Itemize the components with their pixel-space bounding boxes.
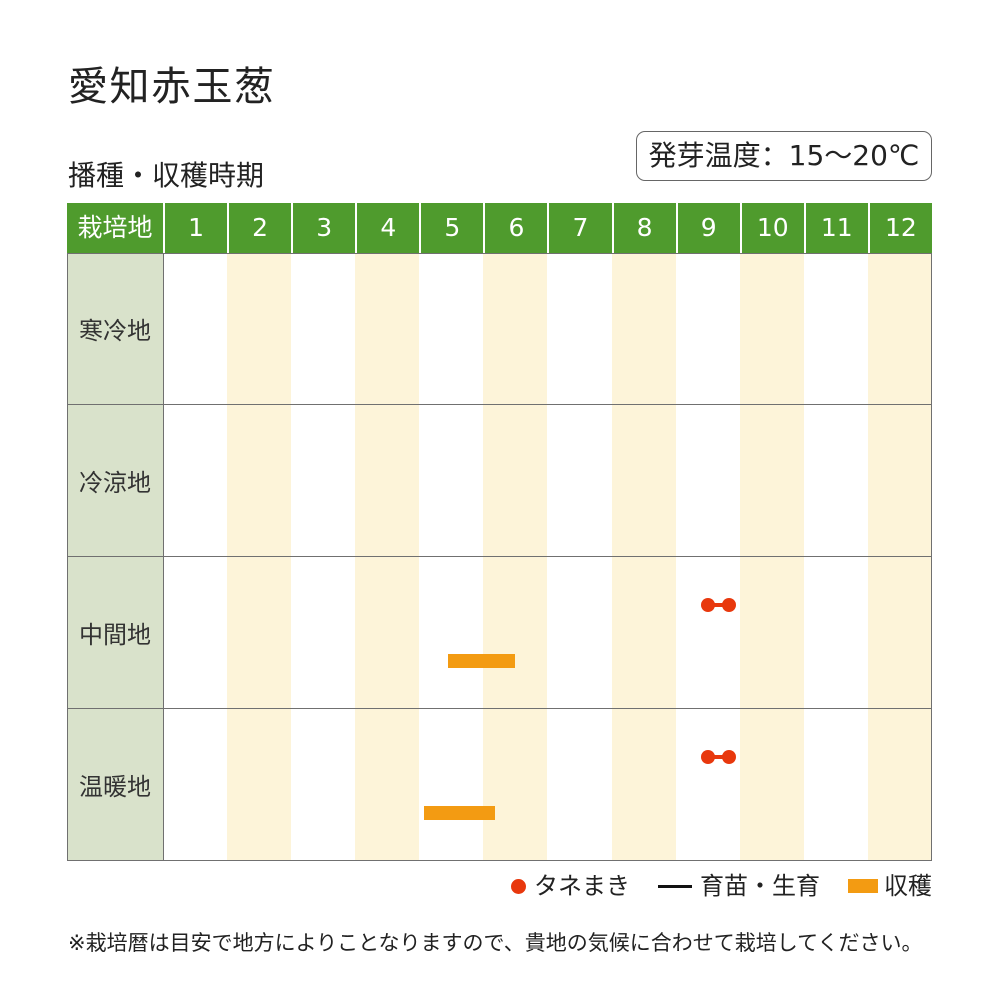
month-column-1: [163, 253, 228, 861]
region-column-divider: [163, 253, 164, 861]
region-row-intermediate: 中間地: [67, 557, 932, 709]
footnote: ※栽培暦は目安で地方によりことなりますので、貴地の気候に合わせて栽培してください…: [68, 931, 923, 955]
region-label-warm: 温暖地: [79, 773, 151, 801]
month-header-10: 10: [739, 203, 804, 253]
month-header-7: 7: [547, 203, 611, 253]
sowing-r3-link: [707, 603, 729, 607]
sowing-r4-start-dot: [700, 750, 715, 764]
calendar-body: 寒冷地 冷涼地 中間地 温暖地: [67, 253, 932, 861]
month-header-9: 9: [675, 203, 740, 253]
legend-item-harvest: 収穫: [848, 871, 932, 901]
legend-sowing-dot-icon: [511, 878, 526, 894]
schedule-marks-layer: [67, 253, 932, 861]
month-header-2: 2: [227, 203, 291, 253]
month-header-4: 4: [355, 203, 419, 253]
sowing-r4-end-dot: [721, 750, 736, 764]
legend: タネまき 育苗・生育 収穫: [511, 871, 932, 901]
sowing-r4-link: [707, 755, 729, 759]
month-header-8: 8: [611, 203, 676, 253]
month-header-12: 12: [867, 203, 932, 253]
month-header-6: 6: [483, 203, 547, 253]
region-label-cold: 寒冷地: [79, 317, 151, 345]
header-region-label: 栽培地: [77, 213, 153, 242]
legend-item-sowing: タネまき: [511, 871, 630, 901]
legend-label-sowing: タネまき: [534, 872, 630, 900]
month-column-7: [547, 253, 612, 861]
legend-label-growing: 育苗・生育: [700, 872, 820, 900]
month-column-4: [355, 253, 420, 861]
month-column-6: [483, 253, 548, 861]
month-column-10: [739, 253, 804, 861]
region-label-cool: 冷涼地: [79, 469, 151, 497]
region-label-intermediate: 中間地: [79, 621, 151, 649]
month-column-8: [611, 253, 676, 861]
legend-harvest-bar-icon: [848, 879, 878, 893]
page-title: 愛知赤玉葱: [68, 64, 276, 110]
legend-item-growing: 育苗・生育: [658, 871, 820, 901]
sowing-r3-start-dot: [700, 598, 715, 612]
calendar-chart: 栽培地 1 2 3 4 5 6 7 8 9 10 11 12: [67, 203, 932, 861]
month-column-3: [291, 253, 356, 861]
month-header-1: 1: [163, 203, 227, 253]
legend-growing-line-icon: [658, 884, 692, 888]
month-header-3: 3: [291, 203, 355, 253]
germination-temperature-badge: 発芽温度：15〜20℃: [636, 131, 932, 181]
header-row: 栽培地 1 2 3 4 5 6 7 8 9 10 11 12: [67, 203, 932, 253]
month-column-11: [803, 253, 868, 861]
region-row-cold: 寒冷地: [67, 253, 932, 405]
harvest-r3-bar: [448, 654, 516, 668]
region-row-warm: 温暖地: [67, 709, 932, 861]
sowing-r3-end-dot: [721, 598, 736, 612]
month-header-5: 5: [419, 203, 483, 253]
chart-title: 播種・収穫時期: [68, 159, 265, 192]
legend-label-harvest: 収穫: [884, 872, 932, 900]
month-column-5: [419, 253, 484, 861]
region-label-column: [67, 253, 163, 861]
month-header-11: 11: [803, 203, 868, 253]
harvest-r4-bar: [424, 806, 495, 820]
month-column-12: [867, 253, 932, 861]
month-columns: [163, 253, 932, 861]
month-column-2: [227, 253, 292, 861]
region-row-cool: 冷涼地: [67, 405, 932, 557]
